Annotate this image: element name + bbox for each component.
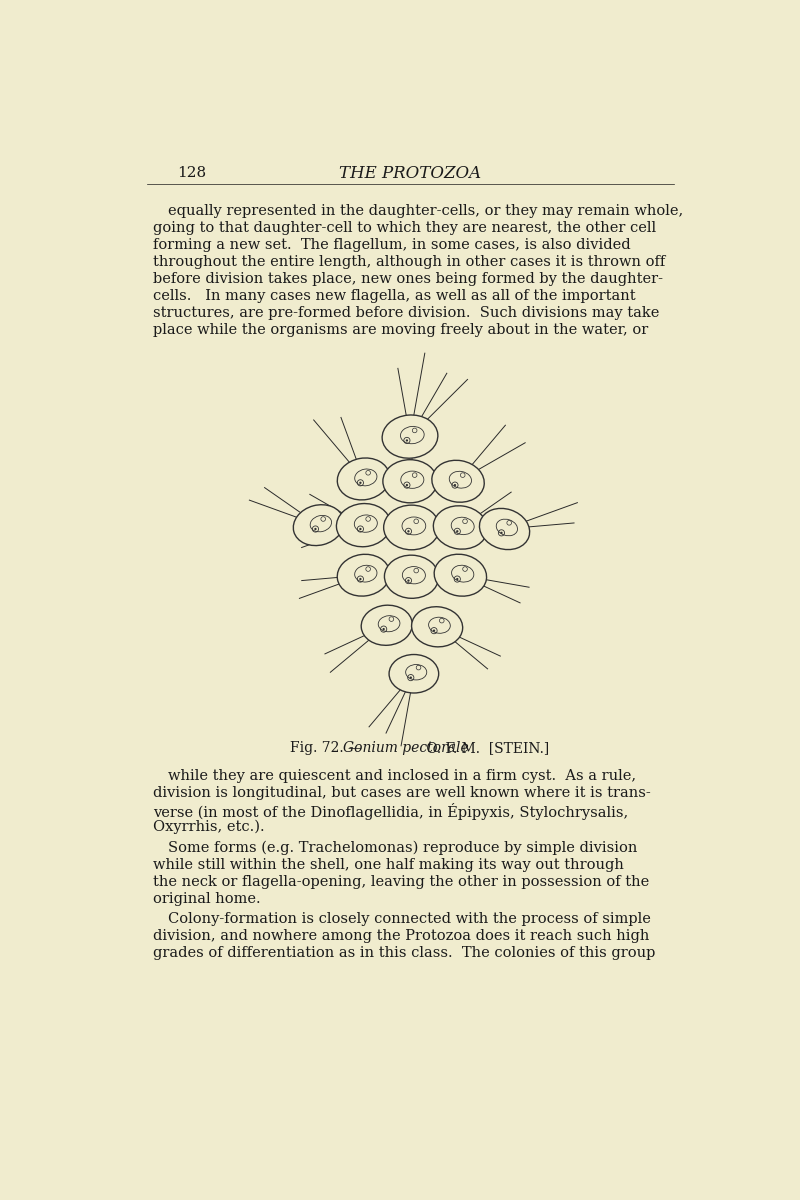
- Text: THE PROTOZOA: THE PROTOZOA: [339, 164, 481, 181]
- Ellipse shape: [359, 578, 362, 581]
- Ellipse shape: [410, 677, 412, 679]
- Text: forming a new set.  The flagellum, in some cases, is also divided: forming a new set. The flagellum, in som…: [153, 238, 630, 252]
- Ellipse shape: [432, 461, 484, 503]
- Text: while they are quiescent and inclosed in a firm cyst.  As a rule,: while they are quiescent and inclosed in…: [168, 769, 636, 784]
- Ellipse shape: [382, 628, 385, 630]
- Ellipse shape: [407, 580, 410, 582]
- Text: throughout the entire length, although in other cases it is thrown off: throughout the entire length, although i…: [153, 254, 665, 269]
- Ellipse shape: [337, 504, 390, 547]
- Ellipse shape: [454, 484, 456, 486]
- Text: before division takes place, new ones being formed by the daughter-: before division takes place, new ones be…: [153, 272, 662, 286]
- Ellipse shape: [479, 509, 530, 550]
- Text: division, and nowhere among the Protozoa does it reach such high: division, and nowhere among the Protozoa…: [153, 929, 649, 943]
- Ellipse shape: [434, 505, 487, 550]
- Ellipse shape: [382, 415, 438, 458]
- Ellipse shape: [500, 532, 502, 534]
- Text: equally represented in the daughter-cells, or they may remain whole,: equally represented in the daughter-cell…: [168, 204, 683, 218]
- Text: O. F. M.  [STEIN.]: O. F. M. [STEIN.]: [422, 740, 549, 755]
- Text: structures, are pre-formed before division.  Such divisions may take: structures, are pre-formed before divisi…: [153, 306, 659, 319]
- Ellipse shape: [456, 578, 458, 581]
- Ellipse shape: [389, 654, 438, 694]
- Ellipse shape: [411, 607, 462, 647]
- Text: the neck or flagella-opening, leaving the other in possession of the: the neck or flagella-opening, leaving th…: [153, 875, 649, 889]
- Ellipse shape: [385, 556, 438, 599]
- Text: Some forms (e.g. Trachelomonas) reproduce by simple division: Some forms (e.g. Trachelomonas) reproduc…: [168, 841, 638, 856]
- Ellipse shape: [383, 460, 437, 503]
- Text: place while the organisms are moving freely about in the water, or: place while the organisms are moving fre…: [153, 323, 648, 337]
- Text: Fig. 72. —: Fig. 72. —: [290, 740, 366, 755]
- Ellipse shape: [384, 505, 439, 550]
- Text: division is longitudinal, but cases are well known where it is trans-: division is longitudinal, but cases are …: [153, 786, 650, 800]
- Text: Oxyrrhis, etc.).: Oxyrrhis, etc.).: [153, 820, 264, 834]
- Ellipse shape: [362, 605, 412, 646]
- Ellipse shape: [294, 505, 344, 546]
- Ellipse shape: [406, 484, 408, 486]
- Text: Colony-formation is closely connected with the process of simple: Colony-formation is closely connected wi…: [168, 912, 651, 926]
- Text: cells.   In many cases new flagella, as well as all of the important: cells. In many cases new flagella, as we…: [153, 289, 635, 302]
- Text: Gonium pectorale: Gonium pectorale: [342, 740, 468, 755]
- Ellipse shape: [433, 630, 435, 631]
- Ellipse shape: [338, 554, 390, 596]
- Ellipse shape: [359, 528, 362, 530]
- Ellipse shape: [407, 530, 410, 533]
- Text: 128: 128: [178, 167, 206, 180]
- Ellipse shape: [338, 458, 390, 500]
- Ellipse shape: [434, 554, 486, 596]
- Text: grades of differentiation as in this class.  The colonies of this group: grades of differentiation as in this cla…: [153, 947, 655, 960]
- Ellipse shape: [314, 528, 317, 530]
- Ellipse shape: [359, 481, 362, 484]
- Text: verse (in most of the Dinoflagellidia, in Épipyxis, Stylochrysalis,: verse (in most of the Dinoflagellidia, i…: [153, 803, 628, 820]
- Text: original home.: original home.: [153, 892, 260, 906]
- Text: while still within the shell, one half making its way out through: while still within the shell, one half m…: [153, 858, 623, 871]
- Text: going to that daughter-cell to which they are nearest, the other cell: going to that daughter-cell to which the…: [153, 221, 656, 235]
- Ellipse shape: [456, 530, 458, 533]
- Ellipse shape: [406, 439, 408, 442]
